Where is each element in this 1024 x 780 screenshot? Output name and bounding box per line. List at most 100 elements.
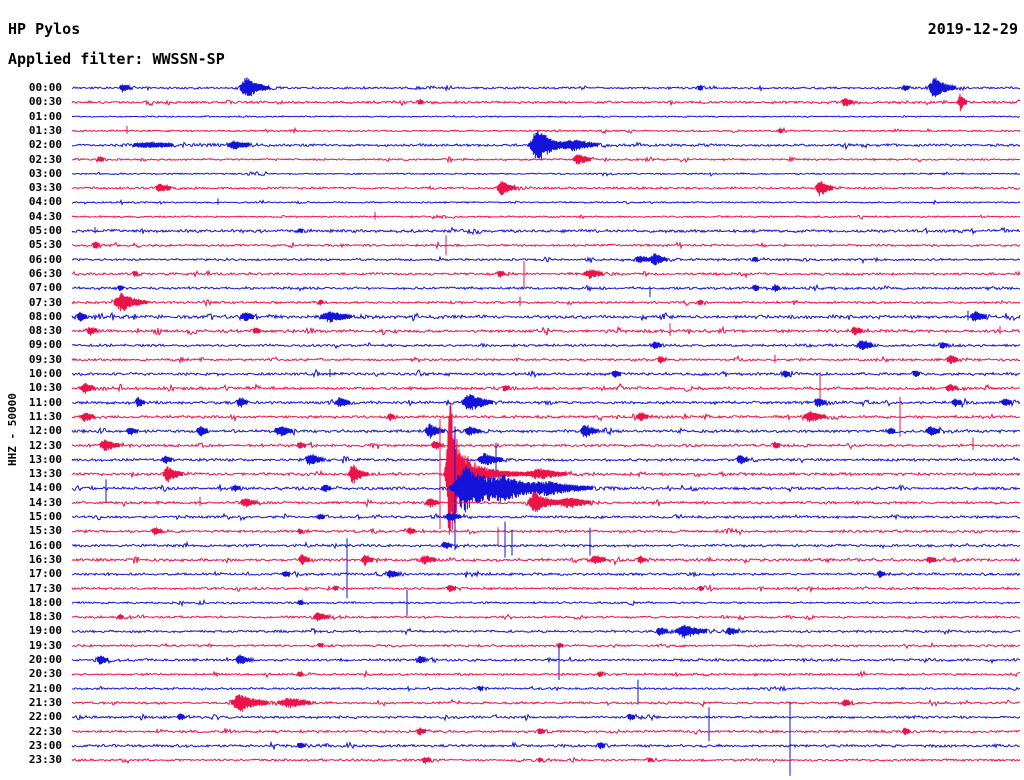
trace-1300 [71,452,1021,466]
trace-2000 [71,654,1021,665]
time-label: 15:00 [28,510,62,523]
trace-0700 [71,283,1021,293]
time-label: 16:00 [28,538,62,552]
time-label: 20:00 [28,653,62,666]
trace-1130 [71,410,1021,423]
time-label: 10:30 [28,381,62,395]
time-label: 06:30 [28,266,62,280]
time-label: 12:00 [28,424,62,438]
trace-0930 [71,354,1021,365]
time-label: 15:30 [28,524,62,538]
trace-1330 [72,404,1021,535]
time-label: 14:30 [28,495,62,509]
time-label: 19:00 [28,624,62,638]
time-label: 05:30 [28,238,62,252]
trace-1600 [71,540,1021,550]
trace-0630 [71,269,1021,279]
trace-1230 [71,439,1021,452]
time-label: 21:30 [28,695,62,709]
time-label: 04:00 [28,195,62,209]
trace-0900 [71,339,1021,351]
trace-0400 [71,198,1021,206]
trace-0200 [71,130,1021,160]
trace-0430 [71,214,1021,220]
trace-0800 [71,310,1021,323]
time-label: 11:30 [28,409,62,423]
time-label: 00:30 [28,95,62,109]
time-label: 19:30 [28,638,62,652]
trace-2130 [71,693,1020,712]
trace-1900 [71,624,1021,639]
trace-1630 [71,553,1021,566]
trace-1830 [71,612,1021,622]
time-label: 08:00 [28,309,62,323]
trace-1400 [71,466,1021,513]
time-label: 01:30 [28,123,62,137]
time-label: 14:00 [28,481,62,495]
trace-1000 [71,368,1021,379]
time-label: 22:30 [28,724,62,738]
trace-0300 [71,170,1021,177]
time-label: 23:30 [28,753,62,767]
trace-1200 [71,423,1021,439]
trace-0500 [71,226,1021,236]
trace-0130 [71,126,1021,135]
time-label: 12:30 [28,438,62,452]
time-label: 02:00 [28,138,62,152]
trace-0830 [71,325,1021,336]
trace-1730 [71,583,1021,594]
time-label: 20:30 [28,667,62,681]
trace-1530 [72,526,1021,537]
trace-1700 [71,569,1021,579]
trace-0600 [71,253,1021,266]
time-label: 13:00 [28,452,62,466]
trace-1100 [71,394,1021,411]
time-label: 18:00 [28,595,62,609]
time-label: 03:00 [28,166,62,180]
time-label: 17:30 [28,581,62,595]
trace-1930 [72,641,1021,650]
time-label: 10:00 [28,367,62,380]
time-label: 02:30 [28,152,62,166]
time-label: 18:30 [28,610,62,624]
trace-2230 [71,726,1021,736]
time-label: 22:00 [28,710,62,724]
time-label: 23:00 [28,738,62,752]
time-label: 07:00 [28,281,62,295]
time-label: 09:30 [28,352,62,366]
time-label: 03:30 [28,181,62,195]
trace-1800 [71,598,1021,608]
time-label: 08:30 [28,324,62,338]
time-label: 13:30 [28,467,62,481]
time-label: 16:30 [28,552,62,566]
plot-date: 2019-12-29 [927,20,1018,38]
time-labels: 00:00 00:30 01:00 01:30 02:00 02:30 03:00 03:30… [0,0,62,780]
time-label: 09:00 [28,338,62,352]
trace-2100 [71,685,1021,693]
trace-0000 [71,76,1021,98]
station-title: HP Pylos [8,20,81,38]
trace-0730 [71,292,1021,312]
trace-0530 [71,240,1021,251]
trace-2300 [71,740,1021,750]
time-label: 17:00 [28,567,62,581]
filter-label: Applied filter: WWSSN-SP [8,50,225,68]
time-label: 21:00 [28,681,62,695]
trace-2200 [71,712,1021,722]
time-label: 04:30 [28,209,62,223]
time-label: 06:00 [28,252,62,266]
trace-0330 [71,180,1021,197]
time-label: 11:00 [28,395,62,409]
time-label: 05:00 [28,224,62,237]
trace-0030 [71,93,1021,112]
trace-0100 [71,114,1021,119]
trace-1430 [71,491,1021,512]
time-label: 00:00 [28,81,62,94]
trace-2330 [71,756,1021,765]
trace-1030 [71,382,1021,395]
time-label: 01:00 [28,109,62,123]
trace-1500 [72,512,1021,522]
trace-0230 [72,154,1021,165]
